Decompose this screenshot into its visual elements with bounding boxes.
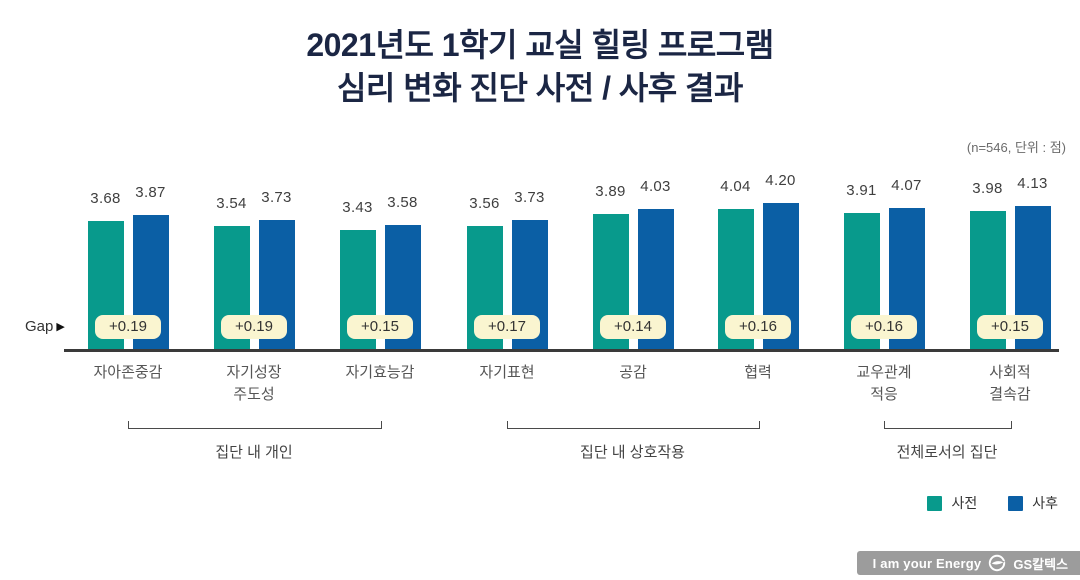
category-label-4: 공감 — [619, 364, 647, 381]
gs-logo-icon — [989, 554, 1006, 572]
group-label-2: 전체로서의 집단 — [896, 444, 998, 461]
category-label-7: 사회적 결속감 — [989, 364, 1031, 403]
value-label-pre-2: 3.43 — [342, 199, 373, 217]
gap-badge-7: +0.15 — [977, 315, 1043, 339]
category-label-2: 자기효능감 — [345, 364, 415, 381]
gap-badge-5: +0.16 — [725, 315, 791, 339]
value-label-pre-1: 3.54 — [216, 195, 247, 213]
sample-size-note: (n=546, 단위 : 점) — [966, 140, 1066, 155]
group-bracket-1 — [507, 421, 760, 429]
value-label-pre-4: 3.89 — [595, 183, 626, 201]
value-label-pre-0: 3.68 — [90, 190, 121, 208]
title-line-2: 심리 변화 진단 사전 / 사후 결과 — [336, 70, 744, 106]
group-label-1: 집단 내 상호작용 — [580, 444, 685, 461]
legend: 사전 사후 — [927, 493, 1058, 513]
brand-slogan: I am your Energy — [872, 555, 982, 571]
legend-label-post: 사후 — [1032, 495, 1058, 511]
category-label-5: 협력 — [744, 364, 772, 381]
legend-swatch-pre — [927, 495, 943, 511]
x-axis-line — [64, 349, 1059, 352]
category-label-6: 교우관계 적응 — [856, 364, 912, 403]
gap-badge-3: +0.17 — [474, 315, 540, 339]
value-label-post-1: 3.73 — [261, 188, 292, 206]
brand-badge: I am your Energy GS칼텍스 — [856, 551, 1080, 575]
gap-axis-label: Gap ▶ — [25, 318, 65, 335]
gap-badge-0: +0.19 — [95, 315, 161, 339]
gap-badge-2: +0.15 — [347, 315, 413, 339]
value-label-pre-3: 3.56 — [469, 194, 500, 212]
value-label-post-6: 4.07 — [891, 176, 922, 194]
value-label-post-3: 3.73 — [514, 188, 545, 206]
page-title: 2021년도 1학기 교실 힐링 프로그램 심리 변화 진단 사전 / 사후 결… — [0, 24, 1080, 110]
legend-label-pre: 사전 — [951, 495, 978, 511]
value-label-post-7: 4.13 — [1017, 174, 1048, 192]
category-label-3: 자기표현 — [479, 364, 535, 381]
value-label-pre-5: 4.04 — [720, 177, 751, 195]
group-bracket-0 — [128, 421, 382, 429]
group-bracket-2 — [884, 421, 1012, 429]
category-label-1: 자기성장 주도성 — [226, 364, 282, 403]
right-arrow-icon: ▶ — [56, 321, 65, 333]
title-line-1: 2021년도 1학기 교실 힐링 프로그램 — [306, 27, 774, 63]
gap-badge-4: +0.14 — [600, 315, 666, 339]
value-label-post-2: 3.58 — [387, 193, 418, 211]
value-label-pre-6: 3.91 — [846, 182, 877, 200]
category-label-0: 자아존중감 — [93, 364, 163, 381]
legend-swatch-post — [1008, 495, 1024, 511]
brand-name: GS칼텍스 — [1013, 556, 1068, 572]
gap-badge-1: +0.19 — [221, 315, 287, 339]
value-label-post-5: 4.20 — [765, 172, 796, 190]
gap-axis-label-text: Gap — [25, 318, 54, 335]
gap-badge-6: +0.16 — [851, 315, 917, 339]
value-label-pre-7: 3.98 — [972, 179, 1003, 197]
group-label-0: 집단 내 개인 — [215, 444, 293, 461]
value-label-post-0: 3.87 — [135, 183, 166, 201]
value-label-post-4: 4.03 — [640, 178, 671, 196]
